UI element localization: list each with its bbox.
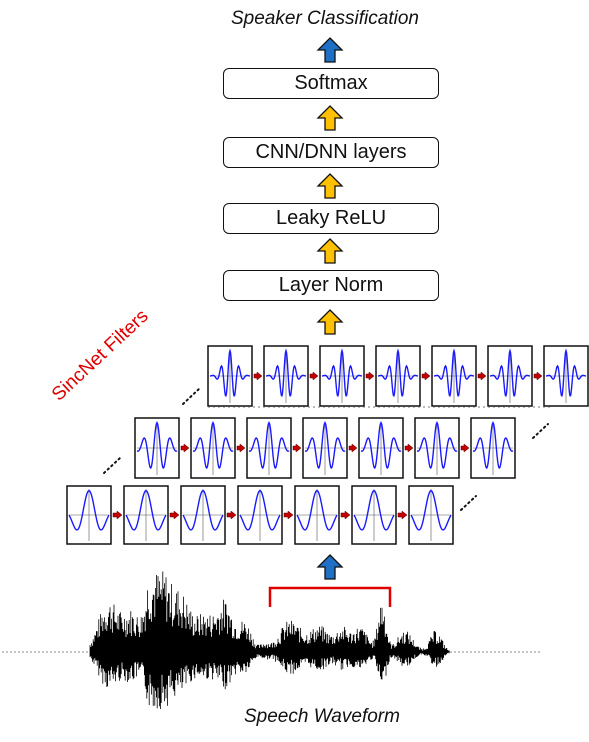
sinc-filter-wave <box>136 421 178 469</box>
filter-flow-arrow <box>397 510 408 520</box>
sinc-filter-wave <box>296 489 338 531</box>
output-arrow <box>316 37 344 63</box>
sinc-filter-wave <box>545 348 587 397</box>
filter-flow-arrow <box>309 371 319 381</box>
sinc-filter-wave <box>321 348 363 397</box>
filter-flow-arrow <box>253 371 263 381</box>
sinc-filter-wave <box>360 421 402 469</box>
filter-flow-arrow <box>112 510 123 520</box>
filter-flow-arrow <box>533 371 543 381</box>
arrow-group <box>316 37 344 580</box>
output-title: Speaker Classification <box>231 8 419 29</box>
sinc-filter-wave <box>377 348 419 397</box>
filter-flow-arrow <box>236 443 246 453</box>
sinc-filter-wave <box>239 489 281 531</box>
leaky-relu-layer: Leaky ReLU <box>223 203 439 234</box>
layer-norm-layer: Layer Norm <box>223 270 439 301</box>
sinc-filter-wave <box>489 348 531 397</box>
filter-flow-arrow <box>460 443 470 453</box>
ellipsis-mid-right <box>532 423 549 439</box>
ellipsis-bottom-right <box>460 495 477 511</box>
sinc-filter-wave <box>353 489 395 531</box>
window-bracket <box>268 586 392 607</box>
waveform-trace <box>89 571 450 709</box>
sinc-filter-wave <box>265 348 307 397</box>
filter-flow-arrow <box>404 443 414 453</box>
filter-flow-arrow <box>421 371 431 381</box>
ellipsis-mid-left <box>103 457 121 474</box>
sinc-filter-wave <box>248 421 290 469</box>
sinc-filter-wave <box>182 489 224 531</box>
filter-bank <box>66 345 589 545</box>
sinc-filter-wave <box>433 348 475 397</box>
filter-flow-arrow <box>348 443 358 453</box>
sinc-filter-wave <box>192 421 234 469</box>
arrow-cnn-to-softmax <box>316 105 344 131</box>
filter-flow-arrow <box>292 443 302 453</box>
arrow-waveform-to-filters <box>316 554 344 580</box>
cnn-dnn-layer: CNN/DNN layers <box>223 137 439 168</box>
sinc-filter-wave <box>410 489 452 531</box>
sinc-filter-wave <box>125 489 167 531</box>
filter-flow-arrow <box>169 510 180 520</box>
ellipsis-top-left <box>182 387 201 405</box>
sinc-filter-wave <box>209 348 251 397</box>
filter-flow-arrow <box>283 510 294 520</box>
window-bracket-line <box>268 586 392 607</box>
filter-flow-arrow <box>365 371 375 381</box>
sinc-filter-wave <box>416 421 458 469</box>
speech-waveform <box>2 571 540 709</box>
softmax-layer: Softmax <box>223 68 439 99</box>
arrow-norm-to-relu <box>316 238 344 264</box>
filter-flow-arrow <box>226 510 237 520</box>
filter-flow-arrow <box>477 371 487 381</box>
filter-flow-arrow <box>180 443 190 453</box>
sinc-filter-wave <box>68 489 110 531</box>
arrow-relu-to-cnn <box>316 173 344 199</box>
sinc-filter-wave <box>472 421 514 469</box>
arrow-filters-to-norm <box>316 309 344 335</box>
sinc-filter-wave <box>304 421 346 469</box>
input-label: Speech Waveform <box>244 706 400 727</box>
filter-flow-arrow <box>340 510 351 520</box>
